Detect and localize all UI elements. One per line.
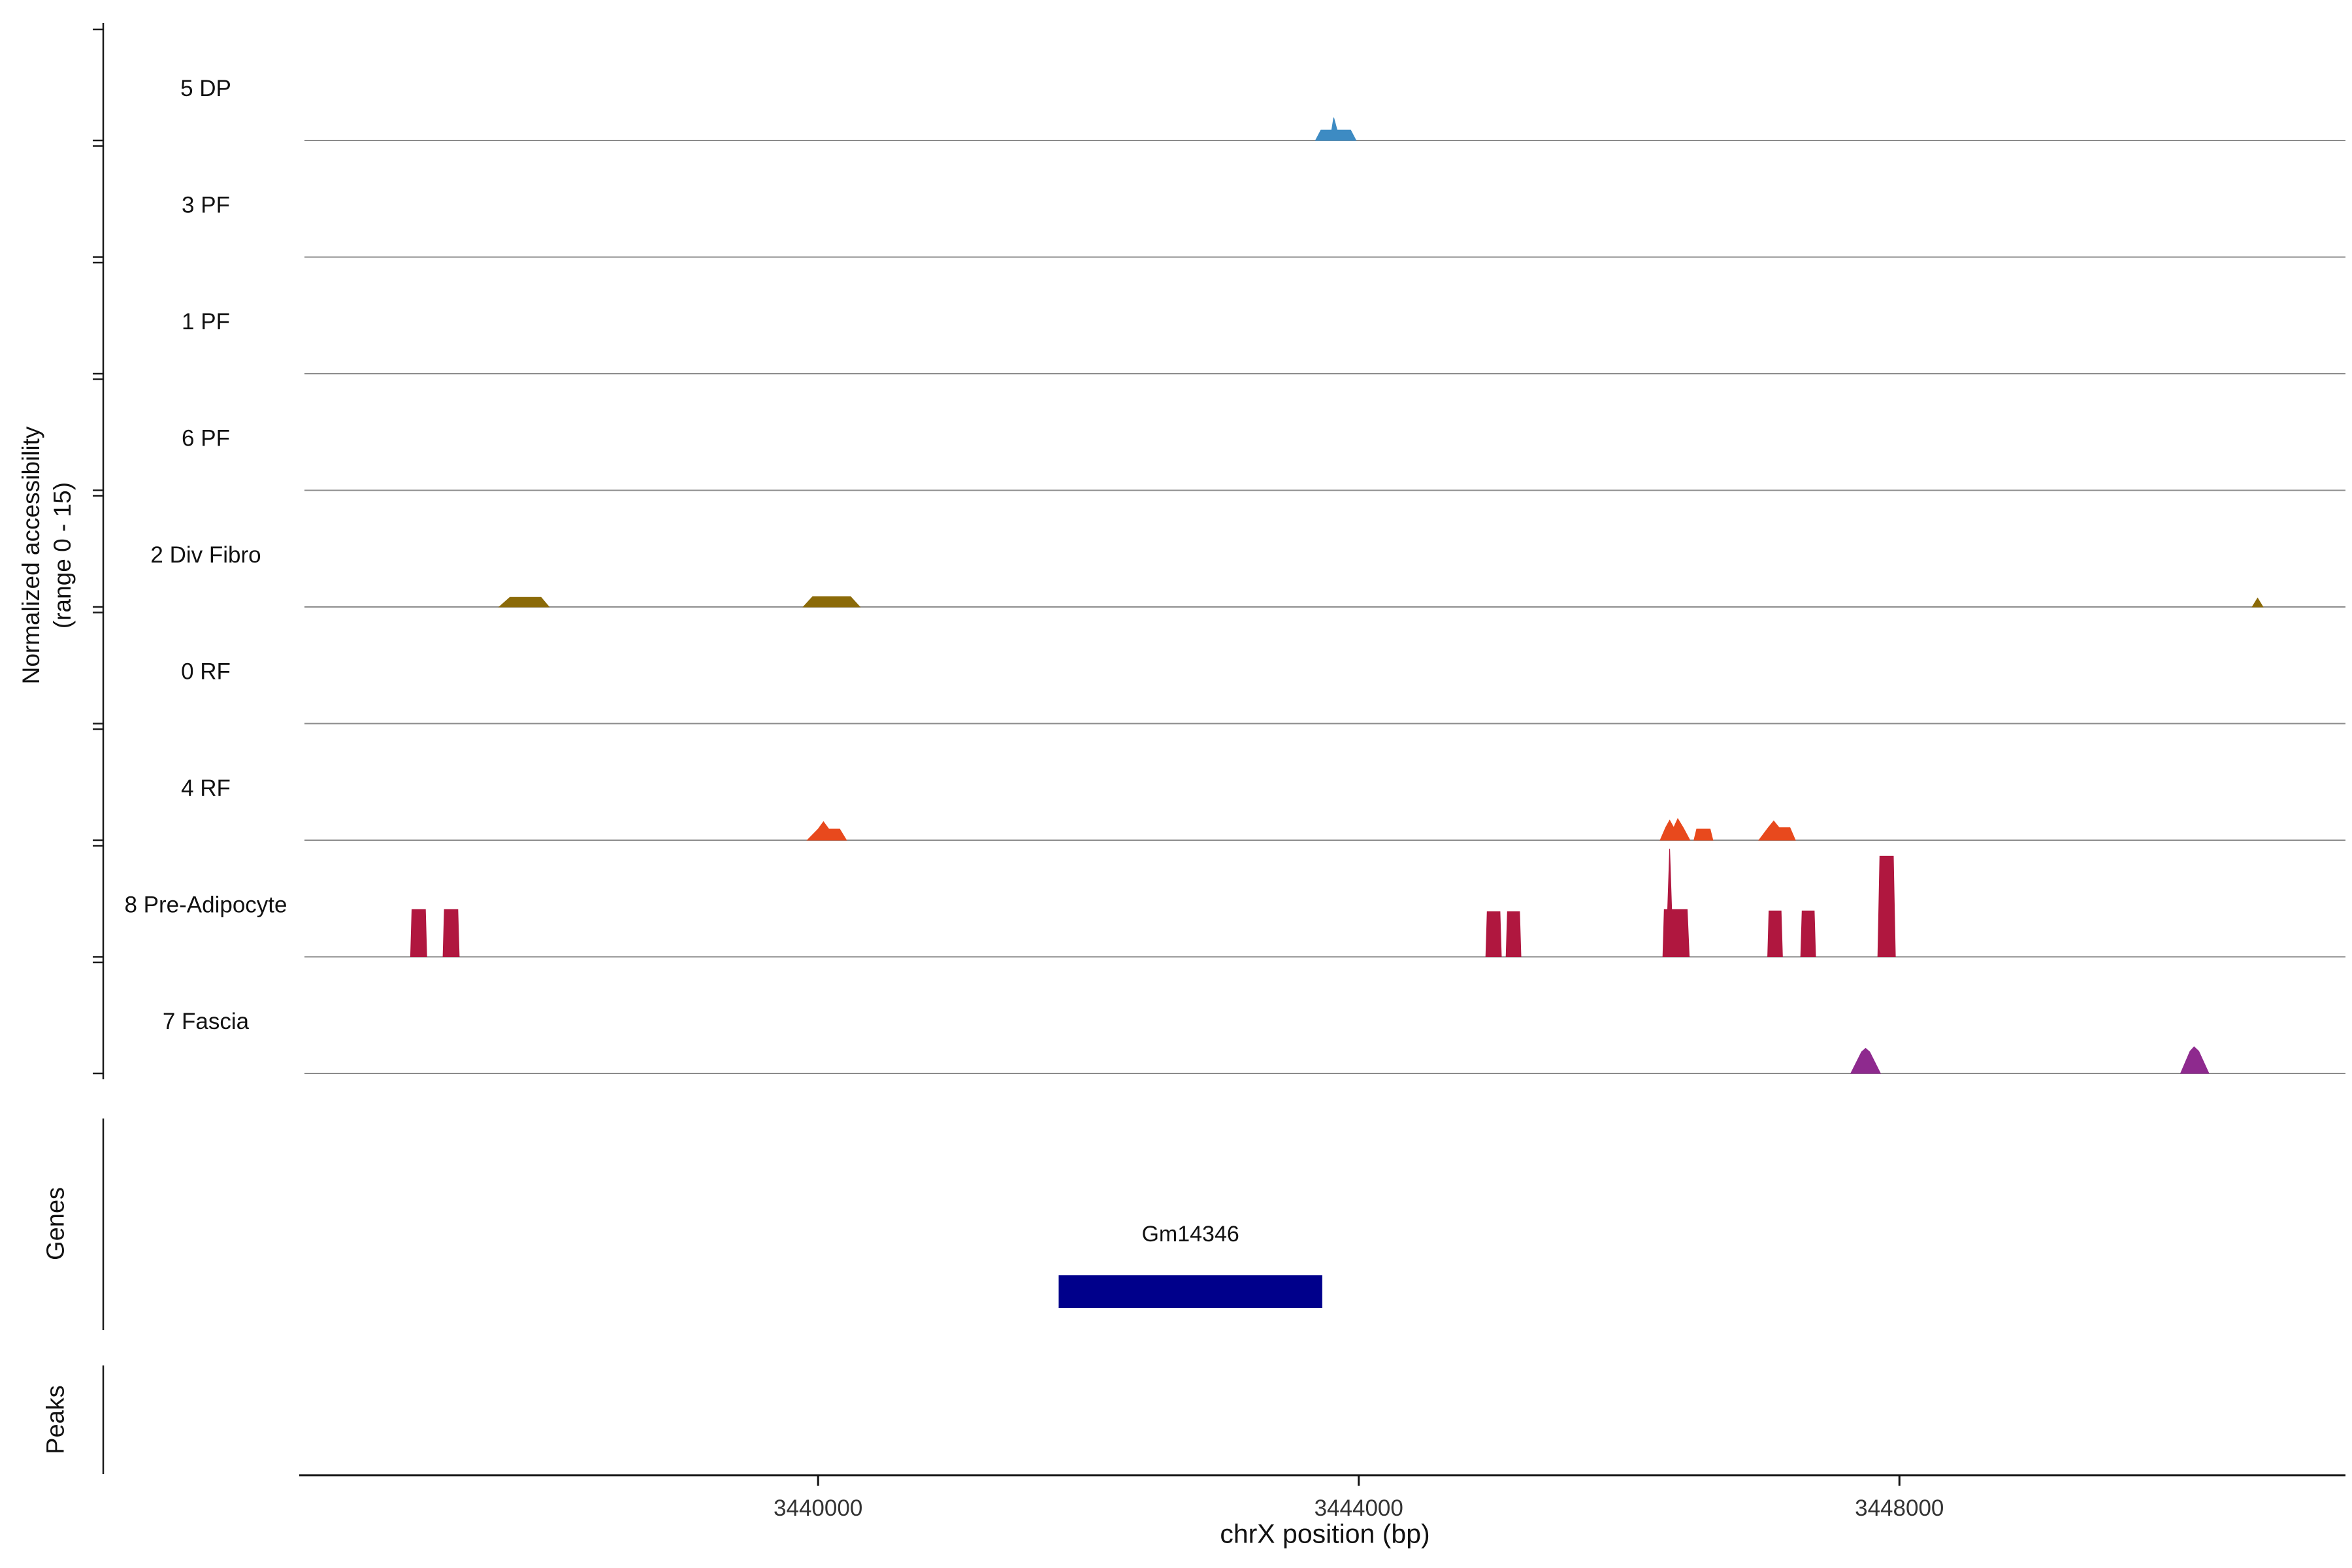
coverage-peak-8-pre-adipocyte (1485, 911, 1502, 957)
coverage-peak-4-rf (1758, 820, 1796, 841)
track-label: 8 Pre-Adipocyte (124, 892, 287, 918)
y-axis-title-line2: (range 0 - 15) (49, 482, 76, 629)
coverage-peak-8-pre-adipocyte (1662, 848, 1690, 957)
y-axis-title: Normalized accessibility (range 0 - 15) (16, 427, 78, 685)
genes-section-label: Genes (42, 1187, 70, 1260)
peaks-section-label: Peaks (42, 1385, 70, 1454)
coverage-peak-8-pre-adipocyte (1767, 910, 1783, 957)
x-tick-label: 3444000 (1315, 1495, 1403, 1521)
coverage-peak-8-pre-adipocyte (1800, 910, 1816, 957)
track-label: 1 PF (182, 309, 230, 335)
coverage-peak-2-div-fibro (2251, 597, 2264, 608)
coverage-peak-4-rf (1659, 818, 1691, 841)
coverage-peak-5-dp (1315, 117, 1357, 141)
track-label: 6 PF (182, 426, 230, 451)
coverage-peak-7-fascia (1850, 1047, 1882, 1074)
gene-body (1058, 1275, 1322, 1308)
coverage-peak-4-rf (806, 821, 847, 841)
y-axis-title-line1: Normalized accessibility (17, 426, 44, 685)
track-label: 5 DP (180, 76, 231, 101)
x-tick-label: 3448000 (1855, 1495, 1944, 1521)
coverage-peak-8-pre-adipocyte (1505, 911, 1522, 957)
coverage-peak-7-fascia (2180, 1046, 2210, 1074)
track-label: 7 Fascia (163, 1009, 250, 1034)
x-axis-title: chrX position (bp) (1220, 1518, 1430, 1549)
coverage-peak-8-pre-adipocyte (410, 909, 427, 957)
track-label: 0 RF (181, 659, 231, 685)
coverage-peak-4-rf (1693, 828, 1714, 841)
coverage-peak-2-div-fibro (802, 596, 861, 608)
coverage-peak-2-div-fibro (498, 596, 550, 608)
x-tick-label: 3440000 (774, 1495, 862, 1521)
coverage-peak-8-pre-adipocyte (442, 909, 460, 957)
track-label: 3 PF (182, 193, 230, 218)
track-label: 4 RF (181, 776, 231, 801)
track-label: 2 Div Fibro (150, 542, 261, 568)
gene-label: Gm14346 (1141, 1222, 1239, 1247)
coverage-peak-8-pre-adipocyte (1877, 855, 1896, 957)
